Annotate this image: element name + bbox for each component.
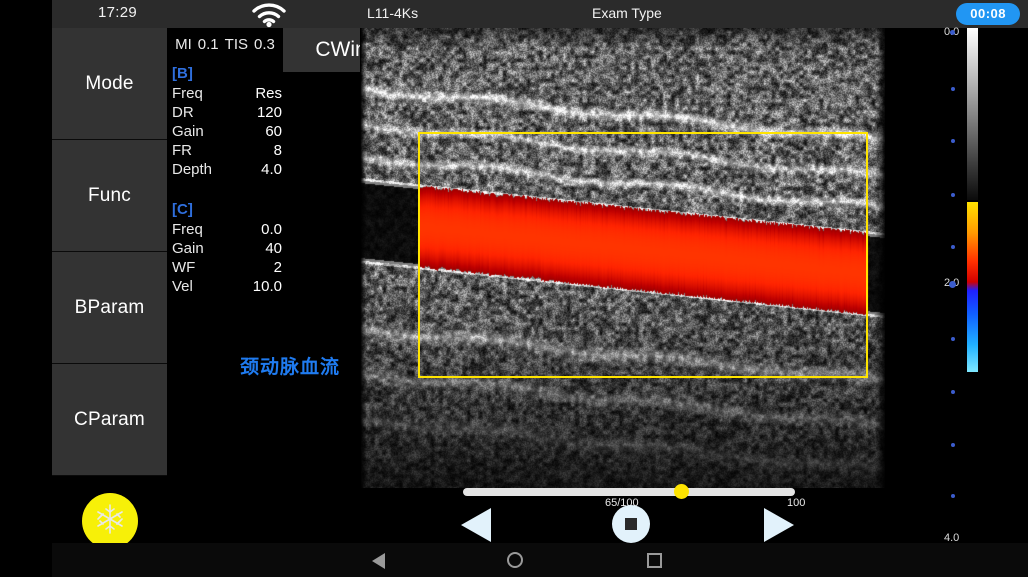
param-key: Freq	[172, 221, 203, 238]
depth-tick	[951, 193, 955, 197]
tis-label: TIS	[224, 35, 248, 53]
snowflake-icon	[93, 502, 127, 541]
b-mode-group-title: [B]	[172, 65, 193, 82]
param-key: Gain	[172, 123, 204, 140]
exam-timer-badge: 00:08	[956, 3, 1020, 25]
tis-value: 0.3	[254, 35, 275, 53]
freeze-button-container	[52, 476, 167, 556]
depth-tick	[951, 245, 955, 249]
cwin-label: CWin	[315, 38, 367, 61]
depth-tick	[951, 87, 955, 91]
param-key: Depth	[172, 161, 213, 178]
sidebar-item-label: CParam	[74, 408, 145, 430]
wifi-icon	[246, 0, 292, 28]
home-icon[interactable]	[507, 552, 523, 568]
param-value: 120	[256, 104, 282, 121]
sidebar-item-cparam[interactable]: CParam	[52, 364, 167, 476]
param-row: DR 120	[167, 103, 287, 122]
depth-tick	[951, 494, 955, 498]
param-value: 8	[273, 142, 282, 159]
param-value: 10.0	[252, 278, 282, 295]
exam-type-label[interactable]: Exam Type	[592, 5, 662, 21]
param-value: 60	[265, 123, 282, 140]
param-value: 0.0	[261, 221, 282, 238]
android-navigation-bar	[52, 543, 1028, 577]
back-icon[interactable]	[372, 553, 385, 569]
sidebar-item-label: BParam	[74, 296, 145, 318]
sidebar-item-bparam[interactable]: BParam	[52, 252, 167, 364]
param-key: FR	[172, 142, 192, 159]
depth-tick	[951, 139, 955, 143]
mi-value: 0.1	[197, 35, 219, 53]
probe-label: L11-4Ks	[367, 5, 419, 21]
color-mode-group-title: [C]	[172, 201, 193, 218]
param-key: DR	[172, 104, 194, 121]
ultrasound-image[interactable]	[360, 28, 885, 488]
depth-tick	[951, 390, 955, 394]
param-key: Gain	[172, 240, 204, 257]
param-row: WF 2	[167, 258, 287, 277]
stop-icon	[625, 518, 637, 530]
previous-frame-icon[interactable]	[461, 508, 491, 542]
param-key: Vel	[172, 278, 193, 295]
color-doppler-bar	[967, 202, 978, 372]
param-row: Vel 10.0	[167, 277, 287, 296]
param-row: Gain 40	[167, 239, 287, 258]
mi-label: MI	[175, 35, 192, 53]
depth-tick	[951, 443, 955, 447]
sidebar-item-mode[interactable]: Mode	[52, 28, 167, 140]
next-frame-icon[interactable]	[764, 508, 794, 542]
param-value: 4.0	[261, 161, 282, 178]
param-value: 2	[273, 259, 282, 276]
cine-max-label: 100	[787, 497, 806, 509]
depth-tick	[950, 30, 955, 35]
image-annotation-text: 颈动脉血流	[240, 356, 341, 378]
depth-tick	[951, 337, 955, 341]
param-row: Gain 60	[167, 122, 287, 141]
sidebar-item-func[interactable]: Func	[52, 140, 167, 252]
sidebar-item-label: Func	[87, 184, 132, 206]
sidebar-item-label: Mode	[85, 72, 134, 94]
color-roi-box[interactable]	[418, 132, 868, 378]
acoustic-output-panel: MI 0.1 TIS 0.3	[167, 29, 283, 59]
cine-slider-track[interactable]	[463, 488, 795, 496]
param-value: 40	[265, 240, 282, 257]
recents-icon[interactable]	[647, 553, 662, 568]
system-clock: 17:29	[98, 4, 138, 21]
param-row: Freq Res	[167, 84, 287, 103]
stop-button[interactable]	[612, 505, 650, 543]
parameter-panel: [B] Freq Res DR 120 Gain 60 FR 8 Depth 4…	[167, 62, 287, 296]
param-value: Res	[255, 85, 282, 102]
param-key: WF	[172, 259, 196, 276]
depth-tick	[949, 281, 956, 288]
param-row: FR 8	[167, 141, 287, 160]
param-key: Freq	[172, 85, 203, 102]
depth-label-bottom: 4.0	[944, 532, 960, 544]
status-bar: 17:29 L11-4Ks Exam Type 00:08	[52, 0, 1028, 28]
cine-slider-thumb[interactable]	[674, 484, 689, 499]
param-row: Depth 4.0	[167, 160, 287, 179]
param-row: Freq 0.0	[167, 220, 287, 239]
freeze-button[interactable]	[81, 493, 138, 549]
left-sidebar: Mode Func BParam CParam	[52, 28, 167, 577]
grayscale-bar	[967, 28, 978, 200]
ultrasound-canvas	[360, 28, 885, 488]
